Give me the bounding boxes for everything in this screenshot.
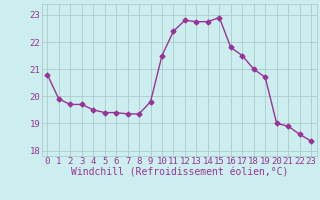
X-axis label: Windchill (Refroidissement éolien,°C): Windchill (Refroidissement éolien,°C): [70, 168, 288, 178]
